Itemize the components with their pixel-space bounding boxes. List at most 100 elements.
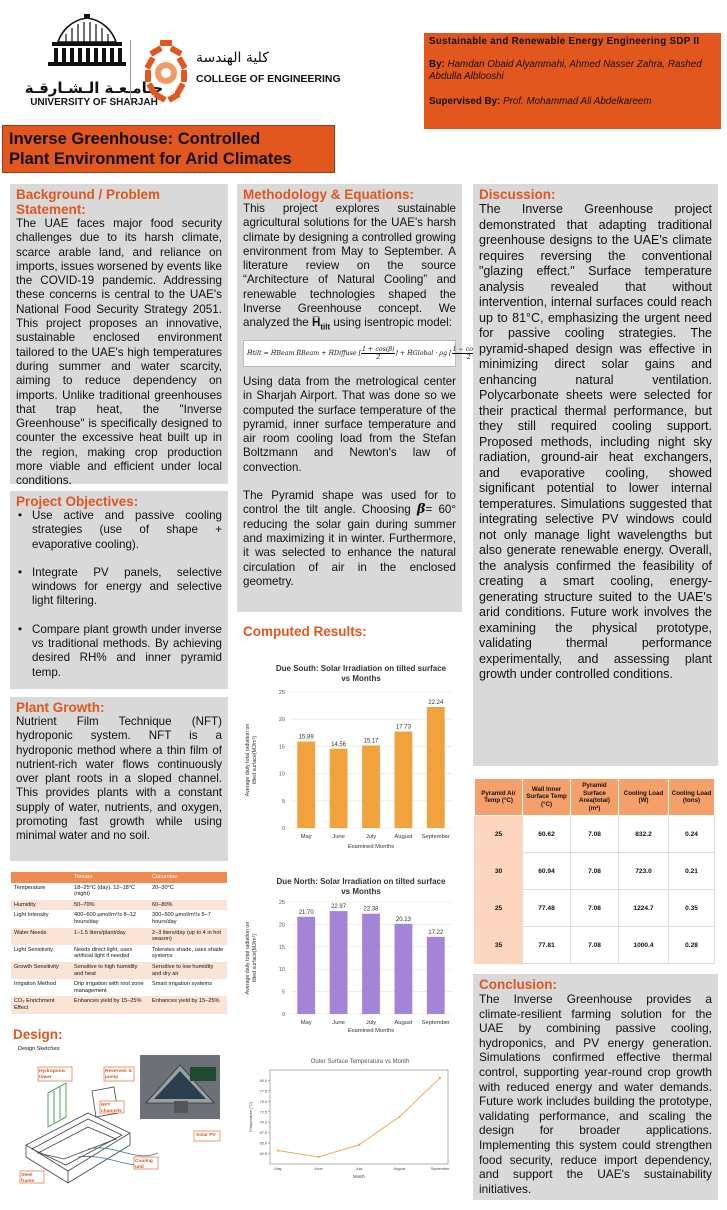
y-axis-label: Average daily total radiation on <box>245 922 251 995</box>
equation-fraction-1: [1 + cos(β) 2] <box>358 345 398 361</box>
y-tick-label: 65.0 <box>260 1142 267 1146</box>
plant-table-header: Cucumber <box>149 872 227 883</box>
chart-background <box>240 872 462 1038</box>
data-label: 22.24 <box>428 700 444 706</box>
table-cell: Sensitive to high humidity and heat <box>71 961 149 980</box>
plot-frame <box>269 1069 449 1165</box>
uos-logo: جـامـعـة الـشـارقـة UNIVERSITY OF SHARJA… <box>14 12 174 108</box>
equation-numerator-1: 1 + cos(β) <box>361 345 396 354</box>
cooling-table-header: Cooling Load (tons) <box>668 778 715 816</box>
y-tick-label: 67.5 <box>260 1131 267 1135</box>
chart-title: Due South: Solar Irradiation on tilted s… <box>276 664 447 673</box>
data-label: 15.89 <box>299 735 315 741</box>
table-row: Water Needs 1–1.5 liters/plant/day 2–3 lit… <box>11 927 227 945</box>
bar <box>362 913 380 1014</box>
coe-arabic-name: كلية الهندسة <box>196 50 269 66</box>
label-solar-pv: Solar PV <box>196 1133 216 1138</box>
data-label: 21.70 <box>299 910 315 916</box>
table-cell: 1–1.5 liters/plant/day <box>71 927 149 945</box>
table-cell: 300–500 µmol/m²/s 5–7 hours/day <box>149 910 227 928</box>
equation-mid: + H̅Global · ρg <box>399 349 448 357</box>
coe-english-name: COLLEGE OF ENGINEERING <box>196 73 341 85</box>
x-axis-label: Examined Months <box>348 1028 394 1034</box>
x-tick-label: May <box>274 1167 281 1171</box>
table-cell: 832.2 <box>618 815 669 853</box>
background-panel: Background / Problem Statement: The UAE … <box>10 184 228 487</box>
table-cell: Humidity <box>11 899 71 911</box>
cooling-load-table: Pyramid Air Temp (°C) Wall Inner Surface… <box>474 778 715 964</box>
equation-lhs: H̅tilt = H̅Beam R̅Beam + H̅Diffuse <box>247 349 357 357</box>
x-tick-label: July <box>366 1020 376 1026</box>
h-tilt-sub: tilt <box>320 322 331 332</box>
y-axis-label: Temperature (°C) <box>248 1101 253 1132</box>
table-cell: 77.81 <box>522 926 571 964</box>
north-irradiation-chart: Due North: Solar Irradiation on tilted s… <box>240 872 462 1038</box>
bar <box>297 916 316 1014</box>
table-cell: 1224.7 <box>618 889 669 927</box>
plant-growth-panel: Plant Growth: Nutrient Film Technique (N… <box>10 697 228 861</box>
table-cell: Irrigation Method <box>11 979 71 997</box>
discussion-text: The Inverse Greenhouse project demonstra… <box>479 202 712 681</box>
supervisor-name: Prof. Mohammad Ali Abdelkareem <box>503 96 652 107</box>
coe-logo <box>140 38 194 104</box>
methodology-text-1: This project explores sustainable agricu… <box>243 202 456 330</box>
outer-surface-temperature-chart: Outer Surface Temperature vs Month 62.5 65… <box>244 1054 460 1184</box>
table-cell: 35 <box>474 926 523 964</box>
methodology-intro: This project explores sustainable agricu… <box>243 202 456 335</box>
header-divider <box>130 40 131 100</box>
methodology-text-2: Using data from the metrological center … <box>243 374 456 474</box>
x-tick-label: August <box>394 834 412 840</box>
x-axis-label: Month <box>353 1174 365 1179</box>
table-row: 25 77.48 7.08 1224.7 0.35 <box>474 889 715 927</box>
authors: By: Hamdan Obaid Alyammahi, Ahmed Nasser… <box>429 59 716 83</box>
y-tick-label: 72.5 <box>260 1110 267 1114</box>
cooling-table-header: Wall Inner Surface Temp (°C) <box>522 778 571 816</box>
objectives-title: Project Objectives: <box>16 494 139 509</box>
y-tick-label: 62.5 <box>260 1152 267 1156</box>
equation-denominator-2: 2 <box>466 353 471 361</box>
table-cell: 0.21 <box>668 852 715 890</box>
table-cell: Drip irrigation with root zone managemen… <box>71 979 149 997</box>
table-cell: Water Needs <box>11 927 71 945</box>
table-row: Humidity 50–70% 60–80% <box>11 899 227 911</box>
x-tick-label: September <box>422 1020 450 1026</box>
label-nft-channels: NFT channels <box>101 1103 122 1114</box>
label-cooling-unit: Cooling unit <box>135 1159 153 1170</box>
poster-title-line2: Plant Environment for Arid Climates <box>9 150 292 168</box>
tilt-equation: H̅tilt = H̅Beam R̅Beam + H̅Diffuse [1 + … <box>243 339 488 367</box>
y-axis-label: tilted surface(MJ/m²) <box>252 736 258 785</box>
beta-symbol: β <box>416 502 426 518</box>
plant-table-header <box>11 872 71 883</box>
chart-background <box>244 1054 460 1184</box>
conclusion-panel: Conclusion: The Inverse Greenhouse provi… <box>473 974 718 1200</box>
objectives-panel: Project Objectives: Use active and passi… <box>10 491 228 689</box>
table-cell: 60.62 <box>522 815 571 853</box>
y-axis-label: Average daily total radiation on <box>245 724 251 797</box>
data-point <box>317 1155 320 1158</box>
data-point <box>438 1076 442 1080</box>
bar <box>394 731 413 828</box>
data-point <box>276 1149 280 1152</box>
y-tick-label: 70.0 <box>260 1121 267 1125</box>
x-axis-label: Examined Months <box>348 844 394 850</box>
cooling-table-header: Cooling Load (W) <box>618 778 669 816</box>
title-box: Inverse Greenhouse: Controlled Plant Env… <box>2 125 335 173</box>
table-cell: CO₂ Enrichment Effect <box>11 996 71 1014</box>
x-tick-label: August <box>394 1167 407 1171</box>
table-cell: Enhances yield by 15–25% <box>71 996 149 1014</box>
table-cell: 400–600 µmol/m²/s 8–12 hours/day <box>71 910 149 928</box>
table-cell: 1000.4 <box>618 926 669 964</box>
coe-emblem-icon <box>144 40 188 103</box>
y-tick-label: 15 <box>279 744 285 750</box>
y-tick-label: 5 <box>282 990 285 996</box>
y-tick-label: 5 <box>282 799 285 805</box>
info-box: Sustainable and Renewable Energy Enginee… <box>424 33 721 129</box>
program-name: Sustainable and Renewable Energy Enginee… <box>429 36 700 47</box>
uos-english-name: UNIVERSITY OF SHARJAH <box>30 97 158 108</box>
uos-arabic-name: جـامـعـة الـشـارقـة <box>24 79 164 97</box>
label-steel-frame: Steel frame <box>21 1173 35 1184</box>
methodology-text-3b: = 60° reducing the solar gain during sum… <box>243 503 456 588</box>
table-cell: 25 <box>474 815 523 853</box>
table-cell: Tolerates shade, uses shade systems <box>149 944 227 962</box>
table-cell: 60.94 <box>522 852 571 890</box>
